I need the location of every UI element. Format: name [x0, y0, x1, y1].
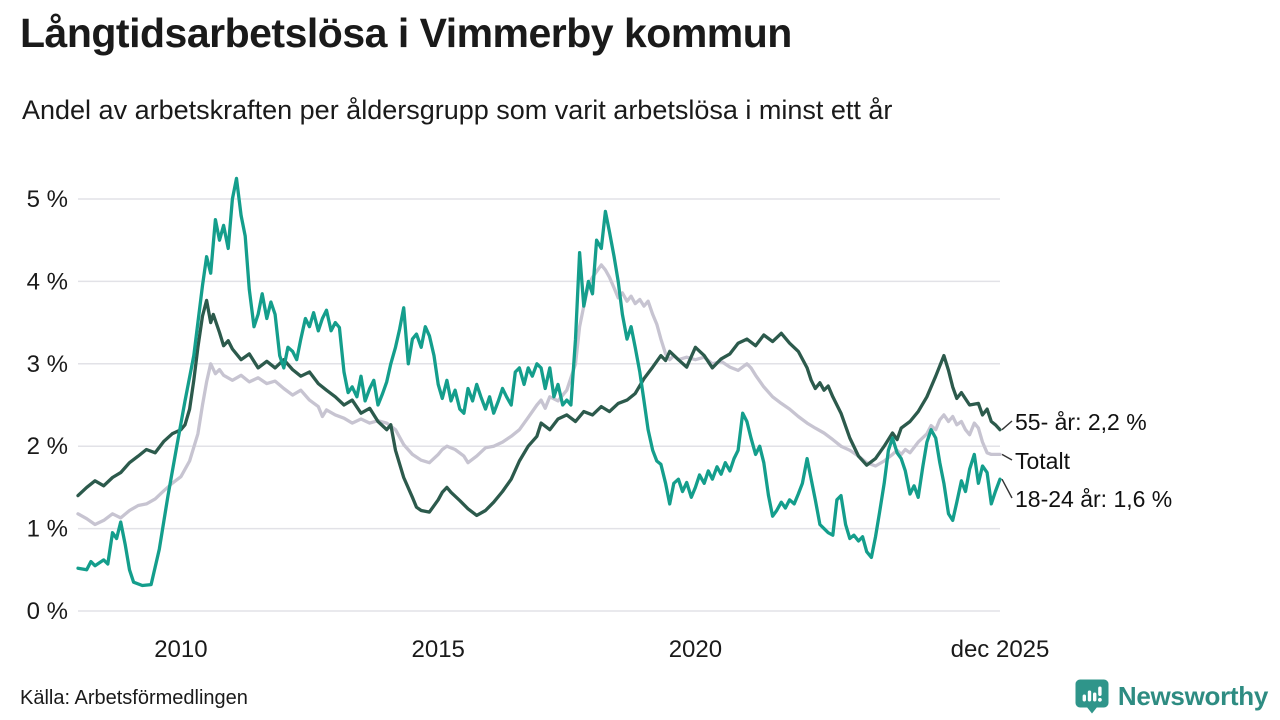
newsworthy-logo: Newsworthy: [1074, 678, 1268, 715]
x-tick-label: dec 2025: [951, 636, 1050, 663]
chart-subtitle: Andel av arbetskraften per åldersgrupp s…: [22, 95, 893, 125]
label-connector: [1001, 453, 1013, 461]
chart-title: Långtidsarbetslösa i Vimmerby kommun: [20, 10, 792, 56]
series-label-55: 55- år: 2,2 %: [1015, 409, 1147, 435]
y-tick-label: 0 %: [27, 598, 68, 625]
x-tick-label: 2020: [669, 636, 722, 663]
y-tick-label: 2 %: [27, 433, 68, 460]
series-line-totalt: [76, 263, 1002, 527]
series-line-unga: [76, 176, 1002, 588]
series-label-18-24: 18-24 år: 1,6 %: [1015, 486, 1173, 512]
y-tick-label: 1 %: [27, 516, 68, 543]
x-tick-label: 2015: [412, 636, 465, 663]
y-tick-label: 5 %: [27, 186, 68, 213]
y-tick-label: 4 %: [27, 268, 68, 295]
brand-name: Newsworthy: [1117, 681, 1268, 711]
source-note: Källa: Arbetsförmedlingen: [20, 687, 248, 709]
newsworthy-bubble-barchart-icon: [1074, 678, 1110, 715]
y-tick-label: 3 %: [27, 351, 68, 378]
series-label-totalt: Totalt: [1015, 448, 1070, 474]
x-tick-label: 2010: [154, 636, 207, 663]
label-connector: [1001, 478, 1013, 499]
label-connector: [1001, 420, 1013, 431]
series-line-aldre: [76, 298, 1002, 518]
